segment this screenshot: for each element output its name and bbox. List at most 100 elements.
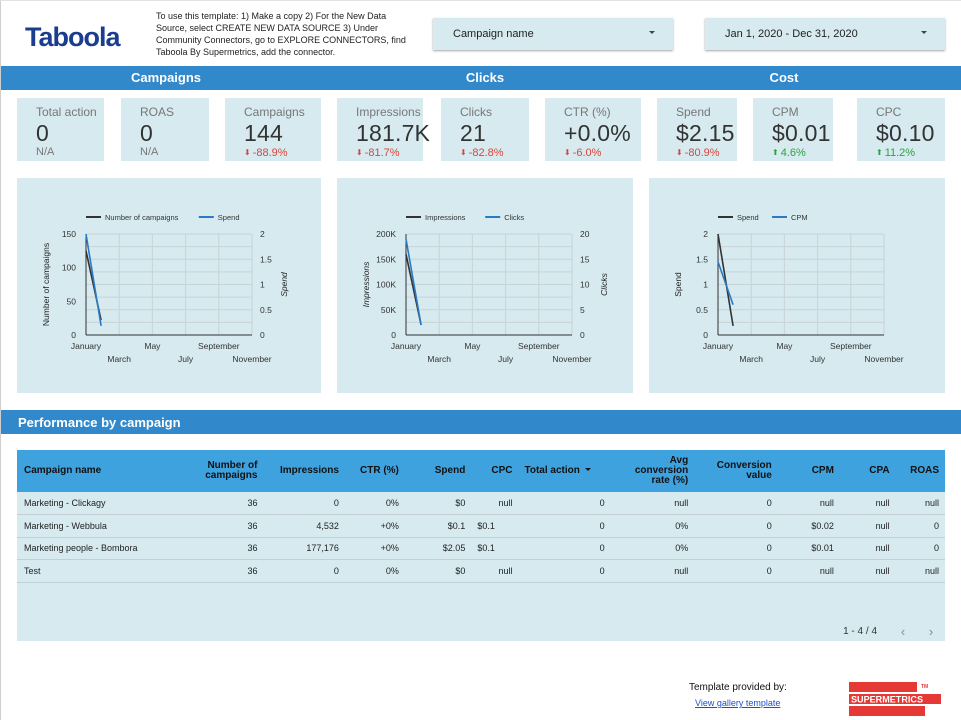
- column-header-number-of-campaigns[interactable]: Number of campaigns: [178, 450, 264, 492]
- table-cell: Test: [24, 565, 41, 576]
- pagination-label: 1 - 4 / 4: [843, 626, 877, 637]
- table-cell: 177,176: [306, 543, 339, 554]
- y-right-tick-label: 5: [580, 305, 585, 315]
- scorecard-delta: ⬇ -80.9%: [676, 146, 737, 160]
- table-cell: 0: [933, 520, 939, 531]
- column-header-campaign-name[interactable]: Campaign name: [17, 450, 178, 492]
- arrow-down-icon: ⬇: [564, 148, 571, 157]
- arrow-down-icon: ⬇: [676, 148, 683, 157]
- sort-descending-icon: [584, 468, 591, 471]
- legend-label[interactable]: Number of campaigns: [105, 213, 179, 222]
- y-tick-label: 0.5: [696, 305, 708, 315]
- impressions-clicks-chart-svg: 0 50K 100K 150K 200K 0 5 10 15 20 January March May J…: [361, 213, 609, 364]
- scorecard-delta-value: N/A: [140, 146, 159, 158]
- table-cell: 0: [333, 565, 339, 576]
- arrow-down-icon: ⬇: [460, 148, 467, 157]
- group-clicks-heading: Clicks: [465, 70, 505, 85]
- table-row[interactable]: Marketing people - Bombora 36 177,176 +0% $2…: [17, 537, 945, 560]
- table-row[interactable]: Marketing - Clickagy 36 0 0% $0 null 0 null 0 nul…: [17, 492, 945, 515]
- table-row[interactable]: Test 36 0 0% $0 null 0 null 0 null null null: [17, 560, 945, 582]
- column-header-cpm[interactable]: CPM: [778, 450, 840, 492]
- legend-label[interactable]: Impressions: [425, 213, 466, 222]
- taboola-logo: Taboola: [24, 18, 136, 54]
- table-cell: +0%: [380, 520, 399, 531]
- legend-label[interactable]: Spend: [218, 213, 240, 222]
- template-instructions: To use this template: 1) Make a copy 2) …: [156, 11, 406, 57]
- y-axis-title: Impressions: [361, 261, 371, 308]
- scorecard-delta: ⬇ -81.7%: [356, 146, 423, 160]
- table-cell: Marketing - Clickagy: [24, 498, 106, 508]
- scorecard-delta-value: 11.2%: [884, 147, 916, 159]
- column-header-label: CPM: [811, 465, 834, 476]
- scorecard-value: $0.10: [876, 120, 935, 146]
- next-page-button[interactable]: ›: [928, 624, 934, 639]
- y-right-tick-label: 0: [260, 330, 265, 340]
- series-line-clicks: [405, 238, 422, 326]
- column-header-ctr[interactable]: CTR (%): [345, 450, 405, 492]
- chart-impressions-clicks: 0 50K 100K 150K 200K 0 5 10 15 20 January March May J…: [337, 178, 633, 393]
- y-tick-label: 1: [703, 280, 708, 290]
- legend-label[interactable]: Clicks: [504, 213, 524, 222]
- campaign-name-filter[interactable]: Campaign name: [433, 18, 673, 50]
- x-tick-label: January: [703, 341, 734, 351]
- table-cell: 0: [599, 565, 605, 576]
- scorecard-value: +0.0%: [564, 120, 631, 146]
- y-tick-label: 0: [391, 330, 396, 340]
- table-cell: null: [674, 498, 689, 508]
- scorecard-delta-value: N/A: [36, 146, 55, 158]
- legend-label[interactable]: CPM: [791, 213, 808, 222]
- view-gallery-template-link[interactable]: View gallery template: [695, 698, 781, 708]
- column-header-avg-conversion-rate[interactable]: Avg conversion rate (%): [611, 450, 695, 492]
- column-header-impressions[interactable]: Impressions: [263, 450, 344, 492]
- column-header-spend[interactable]: Spend: [405, 450, 471, 492]
- table-cell: $0: [455, 498, 466, 508]
- column-header-cpc[interactable]: CPC: [471, 450, 518, 492]
- column-header-label: Spend: [434, 465, 466, 476]
- y-tick-label: 150K: [376, 254, 396, 264]
- table-cell: null: [875, 498, 890, 508]
- x-tick-label: May: [464, 341, 481, 351]
- logo-text: Taboola: [25, 22, 121, 52]
- scorecard-label: Impressions: [356, 105, 421, 119]
- table-cell: 0%: [675, 520, 689, 531]
- column-header-conversion-value[interactable]: Conversion value: [694, 450, 778, 492]
- column-header-label: Total action: [524, 465, 580, 476]
- date-range-filter[interactable]: Jan 1, 2020 - Dec 31, 2020: [705, 18, 945, 50]
- legend-label[interactable]: Spend: [737, 213, 759, 222]
- table-row[interactable]: Marketing - Webbula 36 4,532 +0% $0.1 $0.1 0 0%…: [17, 515, 945, 537]
- previous-page-button[interactable]: ‹: [900, 624, 906, 639]
- scorecard-delta: ⬇ -6.0%: [564, 146, 641, 160]
- scorecard-value: 144: [244, 120, 283, 146]
- scorecard-value: 0: [36, 120, 49, 146]
- table-cell: 0%: [385, 565, 399, 576]
- template-provided-by: Template provided by:: [689, 682, 787, 693]
- series-line-spend: [85, 233, 102, 327]
- column-header-roas[interactable]: ROAS: [896, 450, 945, 492]
- y-right-axis-title: Clicks: [599, 272, 609, 295]
- table-cell: +0%: [380, 543, 399, 554]
- table-cell: null: [875, 565, 890, 576]
- table-cell: null: [819, 565, 834, 576]
- chevron-down-icon: [649, 31, 655, 34]
- y-tick-label: 0: [703, 330, 708, 340]
- table-cell: null: [819, 498, 834, 508]
- performance-title: Performance by campaign: [18, 415, 181, 430]
- table-cell: null: [875, 543, 890, 554]
- trademark-mark: TM: [921, 684, 928, 690]
- table-cell: 36: [247, 543, 258, 554]
- y-right-tick-label: 1.5: [260, 254, 272, 264]
- scorecard-spend: Spend $2.15 ⬇ -80.9%: [657, 98, 737, 161]
- table-cell: 0: [333, 498, 339, 508]
- column-header-label: ROAS: [910, 465, 939, 476]
- scorecard-total-action: Total action 0 N/A: [17, 98, 104, 161]
- column-header-cpa[interactable]: CPA: [840, 450, 896, 492]
- table-cell: 0: [599, 520, 605, 531]
- column-header-total-action[interactable]: Total action: [518, 450, 610, 492]
- table-cell: 4,532: [316, 520, 339, 531]
- campaign-filter-label: Campaign name: [453, 28, 534, 40]
- chevron-down-icon: [921, 31, 927, 34]
- table-cell: Marketing - Webbula: [24, 520, 107, 531]
- table-cell: $0.02: [811, 520, 834, 531]
- y-tick-label: 150: [62, 229, 76, 239]
- scorecard-delta-value: 4.6%: [780, 147, 806, 159]
